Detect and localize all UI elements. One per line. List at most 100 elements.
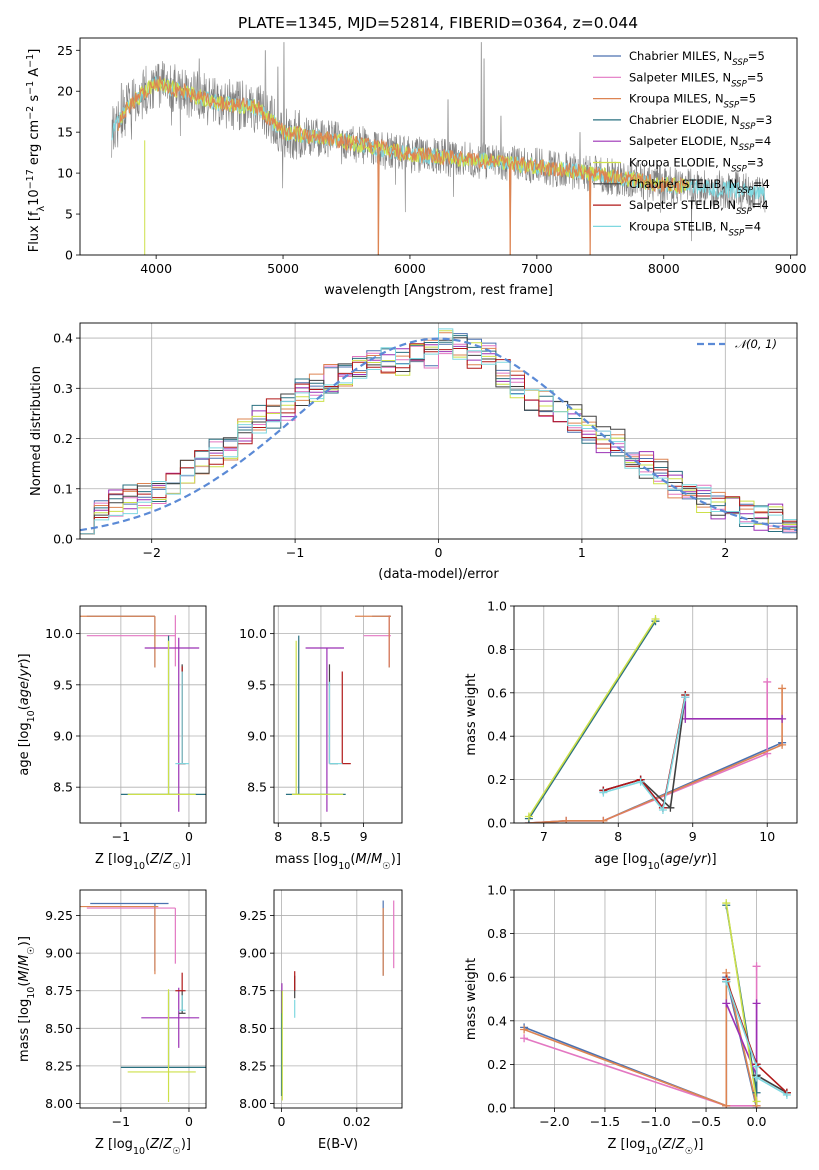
legend-name: Salpeter STELIB, N	[629, 198, 736, 212]
label-part: E(B-V)	[318, 1137, 358, 1152]
label-part: λ	[36, 205, 47, 211]
label-part: (	[17, 705, 32, 710]
y-tick-label: 8.00	[45, 1096, 73, 1111]
mass-weight-line	[528, 688, 783, 823]
mass-weight-marker	[722, 1101, 731, 1108]
y-tick-label: 8.25	[45, 1058, 73, 1073]
legend-sub: SSP	[736, 207, 752, 217]
label-part: Z	[162, 852, 173, 867]
axes-frame	[79, 322, 798, 540]
legend-label: Salpeter STELIB, NSSP=4	[629, 198, 769, 217]
y-tick-label: 8.75	[45, 983, 73, 998]
residuals-histogram: −2 −1 0 1 2 0.0 0.1 0.2 0.3 0.4 𝒩(0, 1) (data-model…	[29, 322, 798, 582]
emission-line-spike	[276, 66, 279, 128]
label-part: )]	[391, 852, 401, 867]
label-part: 10	[648, 861, 660, 872]
label-part: yr	[17, 662, 32, 678]
y-tick-label: 9.5	[53, 677, 73, 692]
x-tick-label: 2	[721, 545, 729, 560]
label-part: /	[672, 1137, 677, 1152]
mass-weight-marker	[658, 805, 667, 814]
age-vs-metallicity-plot: −1 08.59.09.510.0Z [log10(Z/Z☉)]age [log1…	[17, 605, 207, 872]
legend-name: Salpeter ELODIE, N	[629, 134, 739, 148]
y-tick-label: 8.5	[247, 780, 267, 795]
legend-label: Chabrier STELIB, NSSP=4	[629, 177, 770, 196]
legend-count: =5	[739, 92, 756, 106]
legend-name: Chabrier ELODIE, N	[629, 113, 740, 127]
mass-weight-marker	[636, 777, 645, 786]
mass-weight-line	[725, 1003, 758, 1076]
legend-count: =4	[752, 198, 769, 212]
plot-area	[520, 899, 791, 1108]
label-part: /	[17, 965, 32, 970]
mass-weight-marker	[722, 977, 731, 986]
x-tick-label: −1	[112, 829, 130, 844]
y-tick-label: 8.5	[53, 780, 73, 795]
legend-sub: SSP	[740, 122, 756, 132]
mass-weight-marker	[666, 803, 675, 812]
mass-weight-marker	[722, 999, 731, 1008]
emission-line-spike	[578, 132, 582, 173]
gaussian-legend-label: 𝒩(0, 1)	[735, 337, 777, 351]
label-part: 10	[133, 861, 145, 872]
label-part: −1	[25, 81, 36, 95]
legend-label: Kroupa STELIB, NSSP=4	[629, 219, 761, 238]
label-part: −17	[25, 169, 36, 189]
model-spectrum-line	[117, 78, 690, 194]
y-axis-label: mass [log10(M/M☉)]	[17, 936, 37, 1062]
observed-spectrum-line	[111, 61, 766, 242]
label-part: 10	[26, 987, 37, 999]
x-tick-label: 0	[435, 545, 443, 560]
mass-weight-line	[603, 694, 687, 810]
label-part: Z	[675, 1137, 686, 1152]
y-tick-label: 0.8	[487, 926, 507, 941]
legend-label: Salpeter MILES, NSSP=5	[629, 70, 764, 89]
label-part: )]	[181, 1137, 191, 1152]
gaussian-curve	[80, 337, 797, 532]
y-axis-label: mass weight	[464, 958, 479, 1040]
y-axis-label: Normed distribution	[29, 366, 44, 496]
plot-area	[280, 900, 395, 1101]
label-part: age	[17, 681, 32, 705]
y-tick-label: 8.50	[45, 1021, 73, 1036]
x-tick-label: −0.5	[691, 1114, 721, 1129]
spectrum-plot: 4000 5000 6000 7000 8000 9000 0 5 10 15 20 25 Chabri…	[25, 37, 807, 298]
axes-frame	[513, 605, 798, 824]
y-tick-label: 8.50	[239, 1021, 267, 1036]
x-tick-label: 0	[185, 829, 193, 844]
x-tick-label: 8.5	[311, 829, 331, 844]
label-part: Flux [f	[27, 211, 42, 252]
y-tick-label: 9.00	[45, 946, 73, 961]
x-tick-label: −1.0	[640, 1114, 670, 1129]
label-part: )]	[17, 936, 32, 946]
legend-label: Salpeter ELODIE, NSSP=4	[629, 134, 771, 153]
y-tick-label: 0.6	[487, 970, 507, 985]
mass-weight-line	[528, 618, 657, 817]
y-tick-label: 0.0	[487, 1101, 507, 1116]
x-tick-label: 7000	[521, 261, 553, 276]
y-tick-label: 8.75	[239, 983, 267, 998]
x-tick-label: 6000	[394, 261, 426, 276]
mass-weight-marker	[562, 816, 571, 823]
emission-line-spike	[446, 99, 450, 158]
residual-histogram-step	[80, 328, 797, 539]
x-axis-label: (data-model)/error	[378, 567, 499, 582]
legend-label: Kroupa ELODIE, NSSP=3	[629, 156, 764, 175]
label-part: ☉	[685, 1146, 694, 1157]
axes-frame	[79, 889, 207, 1109]
label-part: mass weight	[464, 673, 479, 755]
mass-weight-marker	[520, 1025, 529, 1034]
label-part: )]	[706, 852, 716, 867]
plot-area	[80, 328, 797, 539]
y-tick-label: 0	[65, 248, 73, 263]
axes-frame	[513, 889, 798, 1109]
label-part: 10	[338, 861, 350, 872]
label-part: M	[17, 955, 32, 966]
legend-name: Kroupa MILES, N	[629, 92, 724, 106]
label-part: s	[27, 95, 42, 106]
emission-line-spike	[264, 50, 267, 116]
plot-area	[524, 615, 787, 823]
y-tick-label: 0.6	[487, 685, 507, 700]
